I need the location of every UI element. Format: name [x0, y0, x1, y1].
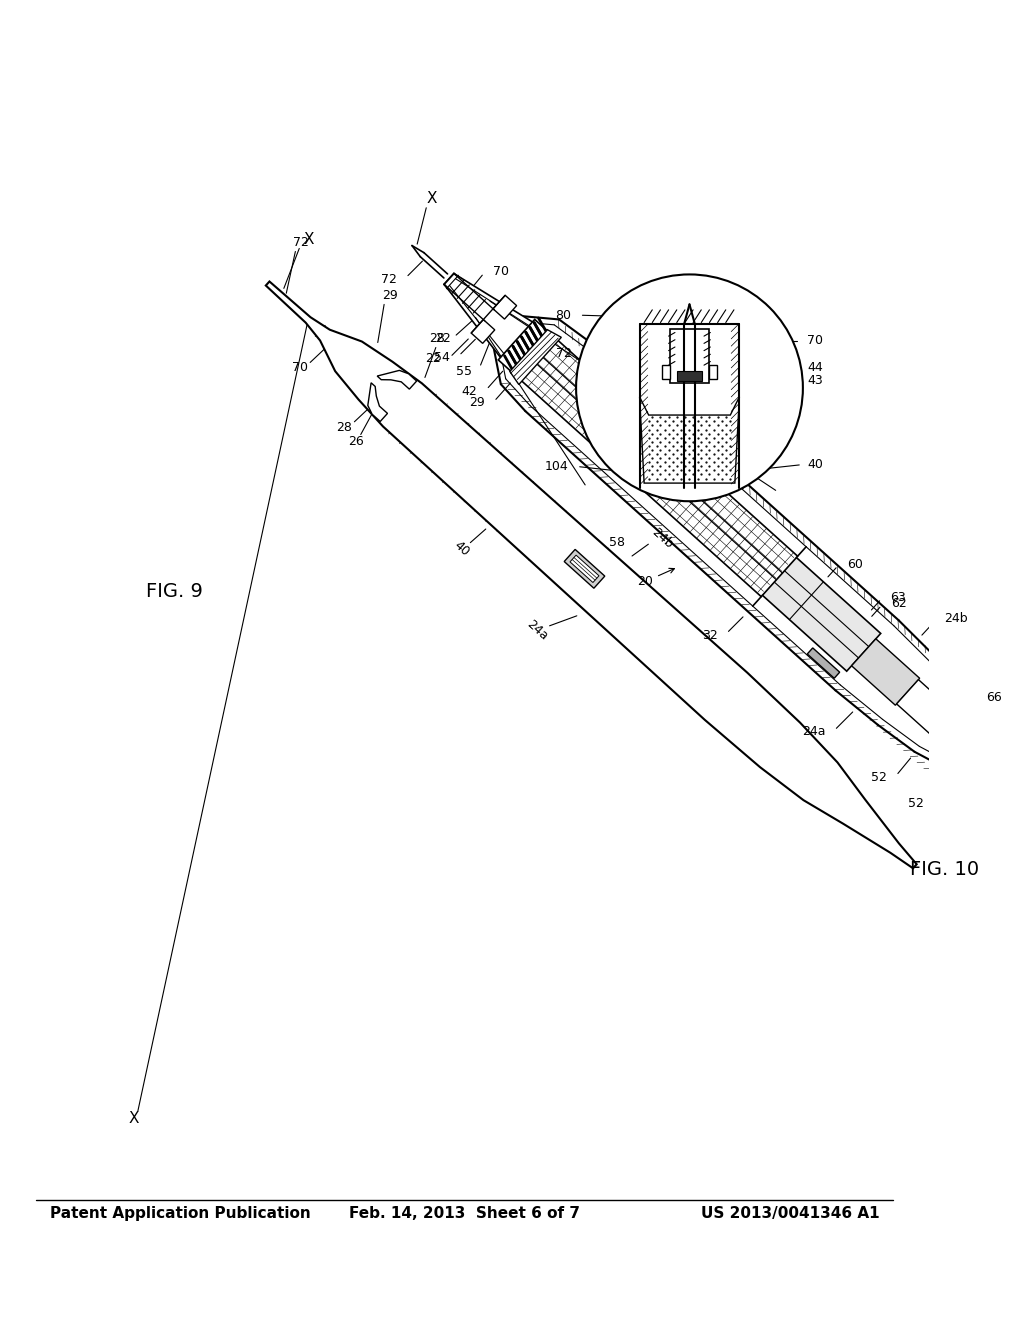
Text: 29: 29 — [469, 396, 485, 409]
Polygon shape — [710, 366, 717, 379]
Text: US 2013/0041346 A1: US 2013/0041346 A1 — [701, 1206, 880, 1221]
Polygon shape — [897, 680, 1010, 785]
Polygon shape — [510, 330, 561, 384]
Text: 44: 44 — [808, 362, 823, 375]
Text: 26: 26 — [348, 436, 365, 449]
Text: 55: 55 — [456, 364, 471, 378]
Text: 54: 54 — [434, 351, 450, 364]
Text: 40: 40 — [451, 539, 471, 560]
Text: 24a: 24a — [802, 726, 825, 738]
Text: 43: 43 — [808, 374, 823, 387]
Text: X: X — [303, 232, 313, 247]
Text: 52: 52 — [871, 771, 887, 784]
Text: 40: 40 — [808, 458, 823, 471]
Text: 29: 29 — [382, 289, 397, 302]
Text: 104: 104 — [545, 461, 568, 474]
Polygon shape — [444, 273, 548, 372]
Polygon shape — [763, 557, 881, 671]
Text: 80: 80 — [556, 309, 571, 322]
Text: 72: 72 — [556, 347, 571, 360]
Text: 24b: 24b — [944, 612, 969, 626]
Polygon shape — [377, 371, 417, 389]
Text: 22: 22 — [435, 331, 451, 345]
Text: FIG. 9: FIG. 9 — [145, 582, 203, 602]
Polygon shape — [670, 329, 710, 383]
Text: 66: 66 — [986, 690, 1002, 704]
Text: 28: 28 — [429, 333, 445, 346]
Polygon shape — [471, 319, 495, 343]
Text: 40: 40 — [691, 417, 708, 430]
Text: 70: 70 — [808, 334, 823, 347]
Text: 28: 28 — [337, 421, 352, 434]
Text: 63: 63 — [891, 591, 906, 603]
Text: 70: 70 — [292, 362, 308, 375]
Text: 24a: 24a — [524, 618, 550, 643]
Text: 52: 52 — [907, 797, 924, 810]
Polygon shape — [368, 383, 387, 421]
Text: 72: 72 — [381, 273, 397, 285]
Polygon shape — [663, 366, 670, 379]
Polygon shape — [852, 639, 920, 705]
Bar — [677, 371, 702, 381]
Text: Patent Application Publication: Patent Application Publication — [50, 1206, 310, 1221]
Polygon shape — [979, 755, 1004, 779]
Text: 62: 62 — [891, 597, 906, 610]
Text: 104: 104 — [665, 449, 688, 462]
Text: 20: 20 — [637, 569, 675, 589]
Polygon shape — [499, 319, 552, 375]
Text: 72: 72 — [293, 236, 309, 249]
Text: 70: 70 — [494, 265, 509, 279]
Polygon shape — [564, 549, 605, 589]
Text: 22: 22 — [425, 352, 441, 366]
Circle shape — [577, 275, 803, 502]
Polygon shape — [570, 556, 599, 582]
Polygon shape — [640, 397, 739, 483]
Text: Feb. 14, 2013  Sheet 6 of 7: Feb. 14, 2013 Sheet 6 of 7 — [349, 1206, 580, 1221]
Text: X: X — [129, 1110, 139, 1126]
Text: X: X — [426, 191, 437, 206]
Text: 60: 60 — [847, 557, 863, 570]
Polygon shape — [807, 648, 840, 678]
Text: 32: 32 — [701, 628, 718, 642]
Polygon shape — [266, 281, 916, 869]
Text: 24b: 24b — [649, 525, 675, 552]
Text: 58: 58 — [609, 536, 626, 549]
Polygon shape — [493, 296, 517, 319]
Text: FIG. 10: FIG. 10 — [910, 859, 979, 879]
Text: 42: 42 — [462, 384, 477, 397]
